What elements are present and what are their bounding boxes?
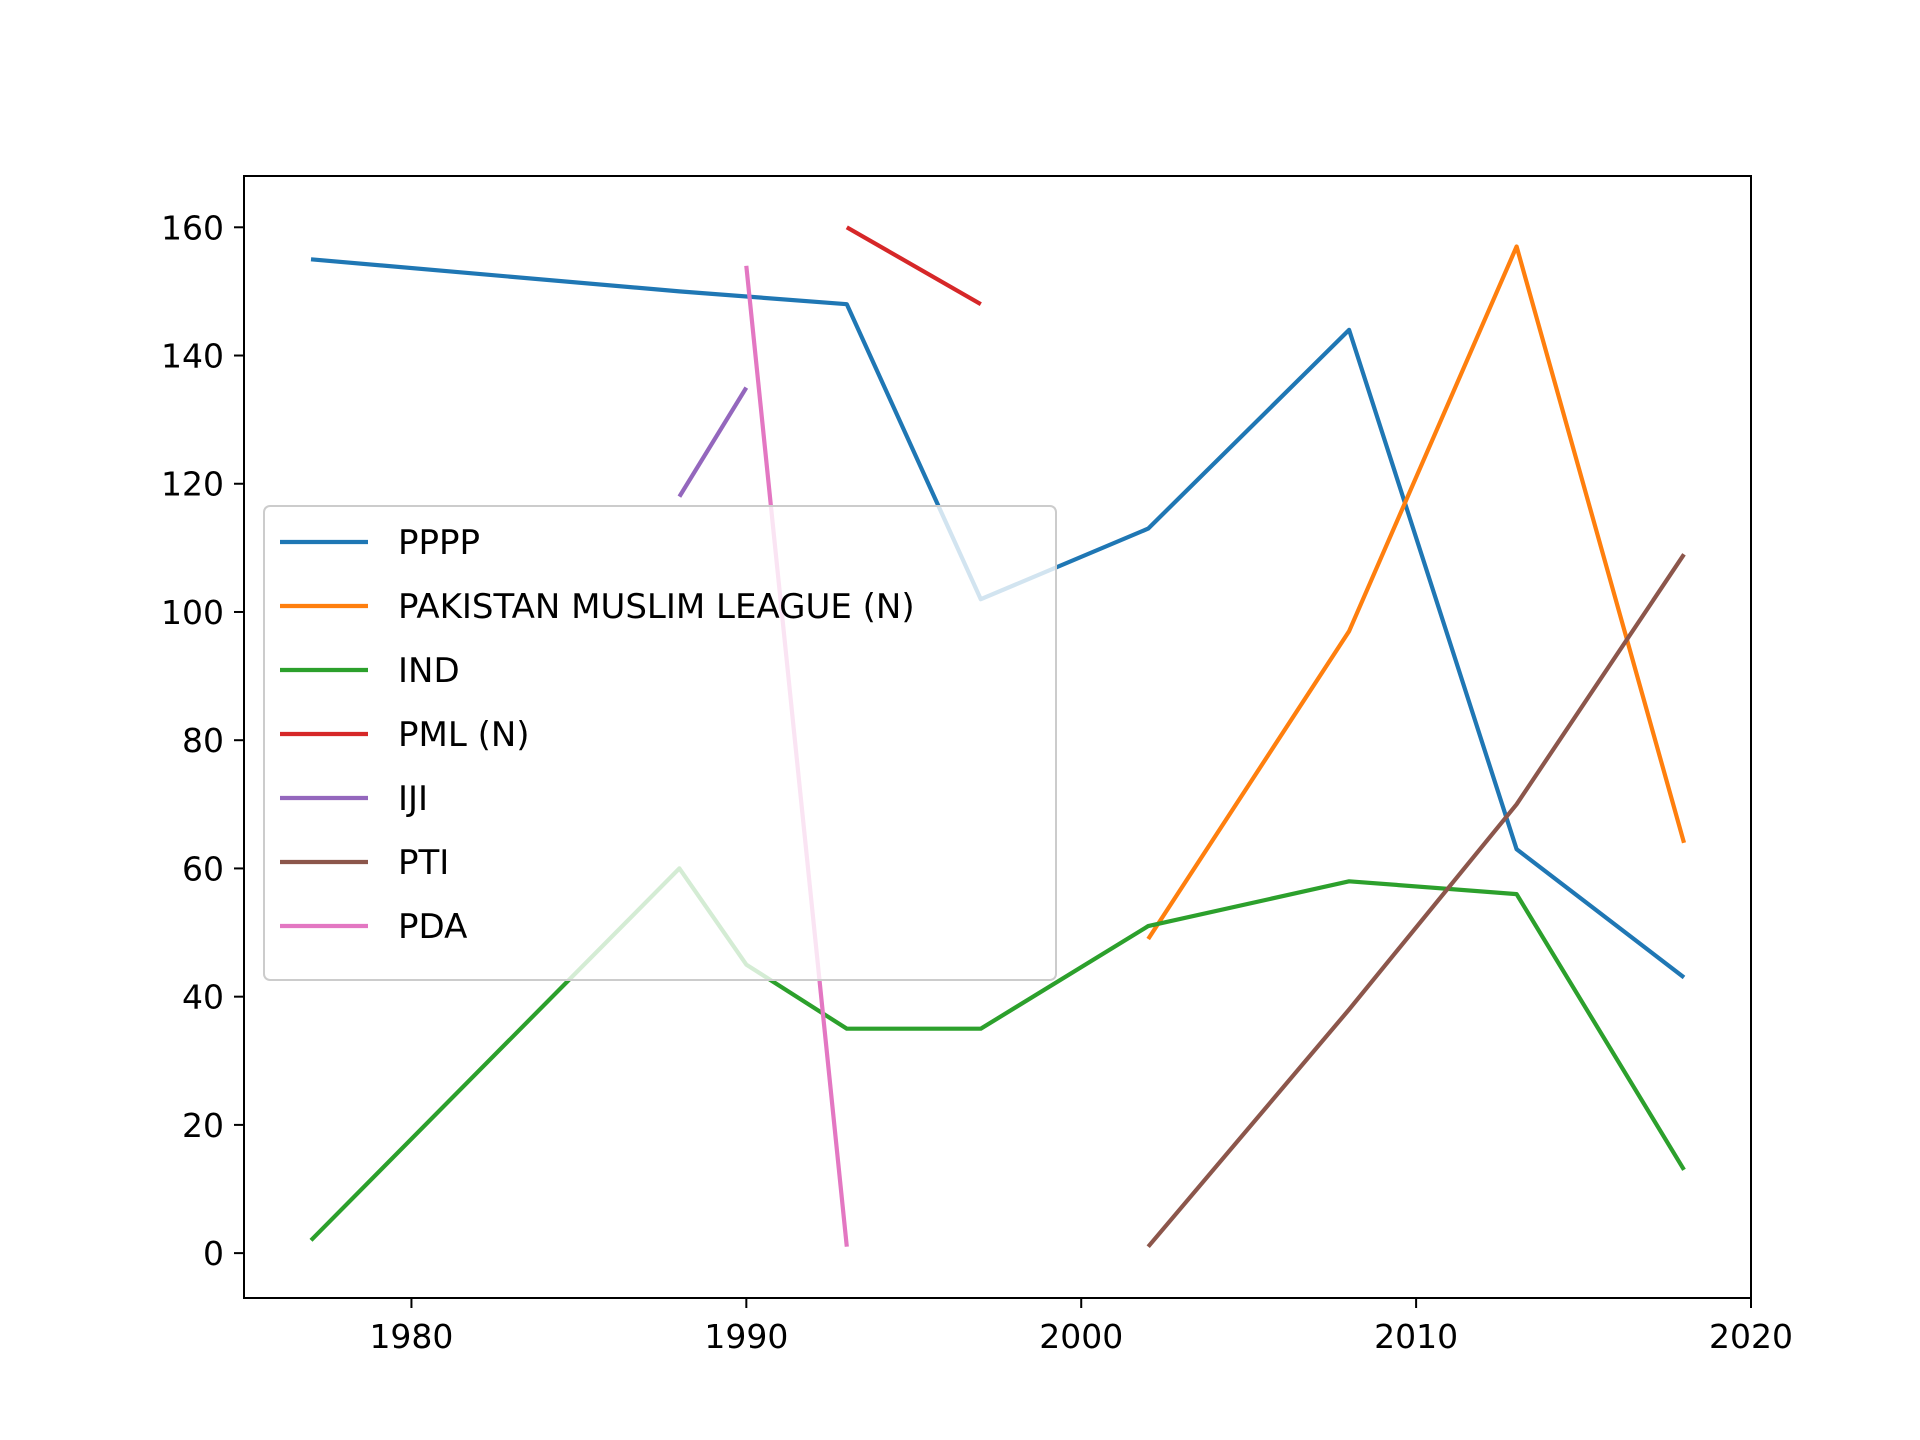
y-tick-label: 160 [161, 208, 224, 247]
legend-label-pppp: PPPP [398, 523, 480, 563]
y-axis: 0 20 40 60 80 100 120 140 160 [161, 208, 244, 1273]
x-tick-label: 2000 [1039, 1317, 1123, 1356]
y-tick-label: 0 [203, 1234, 224, 1273]
x-tick-label: 1990 [704, 1317, 788, 1356]
legend-label-pakistan-muslim-league-n: PAKISTAN MUSLIM LEAGUE (N) [398, 587, 915, 627]
y-tick-label: 60 [182, 849, 224, 888]
legend-label-pda: PDA [398, 907, 467, 947]
y-tick-label: 140 [161, 337, 224, 376]
series-line-pakistan-muslim-league-n [1146, 244, 1687, 941]
y-tick-label: 120 [161, 465, 224, 504]
legend-box [263, 505, 1057, 981]
legend: PPPP PAKISTAN MUSLIM LEAGUE (N) IND PML (N)… [263, 505, 1057, 981]
y-tick-label: 100 [161, 593, 224, 632]
x-tick-label: 1980 [369, 1317, 453, 1356]
legend-label-pml-n: PML (N) [398, 715, 530, 755]
series-line-pti [1146, 553, 1686, 1249]
x-tick-label: 2010 [1374, 1317, 1458, 1356]
y-tick-label: 80 [182, 721, 224, 760]
x-tick-label: 2020 [1709, 1317, 1793, 1356]
y-tick-label: 40 [182, 978, 224, 1017]
series-line-pml-n [845, 225, 982, 307]
legend-label-iji: IJI [398, 779, 428, 819]
x-axis: 1980 1990 2000 2010 2020 [369, 1298, 1793, 1356]
y-tick-label: 20 [182, 1106, 224, 1145]
legend-label-ind: IND [398, 651, 460, 691]
legend-label-pti: PTI [398, 843, 449, 883]
series-line-pppp [310, 257, 1686, 980]
series-line-iji [677, 386, 749, 498]
plot-frame [243, 175, 1752, 1299]
